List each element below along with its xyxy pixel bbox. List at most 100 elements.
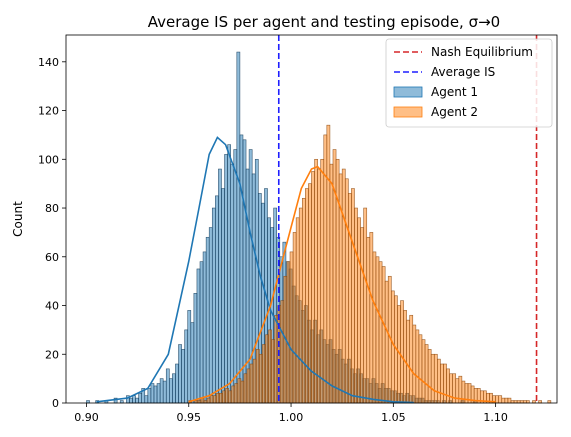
bar-agent2 [501,397,506,404]
bar-agent2 [375,256,380,404]
bar-agent2 [262,344,266,404]
bar-agent1 [208,227,213,404]
bar-agent1 [165,368,170,404]
bar-agent2 [341,168,346,404]
bar-agent1 [181,349,185,404]
bar-agent1 [147,388,152,404]
x-tick-label: 0.90 [74,411,99,424]
bar-agent2 [498,395,503,404]
bar-agent2 [344,178,349,404]
bar-agent2 [225,388,229,404]
legend-label: Agent 2 [431,105,478,119]
bar-agent2 [446,368,450,404]
bar-agent2 [372,251,377,404]
bar-agent2 [381,266,386,404]
bar-agent2 [440,363,444,404]
kde-curve-agent1 [96,136,414,404]
bar-agent2 [406,319,411,404]
bar-agent2 [298,207,303,404]
bar-agent2 [412,324,417,404]
bar-agent2 [280,300,285,404]
bar-agent2 [433,353,438,404]
bar-agent2 [305,188,309,404]
bar-agent2 [231,385,236,404]
bar-agent1 [233,149,238,404]
bar-agent1 [196,268,201,404]
bar-agent1 [156,383,161,404]
bar-agent1 [205,236,210,404]
bar-agent2 [366,236,371,404]
x-tick-label: 1.05 [381,411,406,424]
bar-agent2 [243,373,248,404]
bar-agent2 [421,339,426,404]
axes-frame [65,34,558,404]
bar-agent2 [378,261,383,404]
plot-area: 0.90 0.95 1.00 1.05 1.10 0 20 40 60 80 100 120 140 [38,34,558,424]
bar-agent2 [351,188,355,404]
bar-agent1 [187,310,192,404]
bar-agent2 [443,363,447,404]
bar-agent1 [129,397,133,404]
bar-agent2 [363,207,368,404]
bar-agent2 [415,329,420,404]
bar-agent1 [135,397,139,404]
bar-agent2 [418,334,423,404]
bar-agent1 [162,380,167,404]
bar-agent1 [159,378,164,404]
bar-agent2 [265,334,269,404]
legend-swatch-patch [393,86,423,98]
bar-agent1 [224,154,228,404]
y-tick-label: 60 [45,251,59,264]
legend: Nash Equilibrium Average IS Agent 1 Agent 2 [385,38,553,128]
bar-agent2 [271,339,275,404]
bar-agent2 [504,397,509,404]
bar-agent2 [369,232,374,404]
bar-agent1 [230,163,235,404]
bar-agent1 [199,261,204,404]
bar-agent2 [348,193,352,404]
bar-agent2 [213,395,217,404]
bar-agent2 [206,397,211,404]
bar-agent2 [219,392,223,404]
bar-agent2 [430,353,435,404]
x-tick-label: 1.10 [483,411,508,424]
bar-agent1 [132,395,136,404]
bar-agent2 [409,314,414,404]
bar-agent2 [449,373,453,404]
bar-agent1 [218,168,222,404]
bar-agent2 [289,251,294,404]
bar-agent2 [354,207,358,404]
bar-agent1 [211,207,216,404]
bar-agent2 [326,124,331,404]
bar-agent1 [144,395,149,404]
bar-agent2 [252,358,257,404]
bar-agent2 [424,344,429,404]
bar-agent2 [249,363,254,404]
bar-agent1 [221,188,225,404]
legend-box [385,38,553,128]
y-tick-label: 140 [38,56,59,69]
bar-agent1 [245,168,250,404]
bar-agent2 [259,353,263,404]
bar-agent2 [295,217,300,404]
bar-agent1 [227,144,231,404]
bar-agent1 [190,322,195,404]
bar-agent2 [495,395,499,404]
bar-agent1 [215,195,219,404]
legend-label: Nash Equilibrium [431,45,533,59]
bar-agent2 [314,158,318,404]
y-tick-label: 80 [45,202,59,215]
bar-agent2 [246,368,251,404]
x-tick-label: 1.00 [279,411,304,424]
bar-agent2 [274,314,279,404]
bar-agent2 [237,378,242,404]
bar-agent2 [507,397,512,404]
bar-agent2 [200,397,205,404]
bar-agent2 [240,380,245,404]
bar-agent1 [172,373,176,404]
bar-agent2 [311,171,315,404]
bar-agent2 [234,383,239,404]
chart-title: Average IS per agent and testing episode… [148,13,500,31]
bar-agent2 [209,395,214,404]
